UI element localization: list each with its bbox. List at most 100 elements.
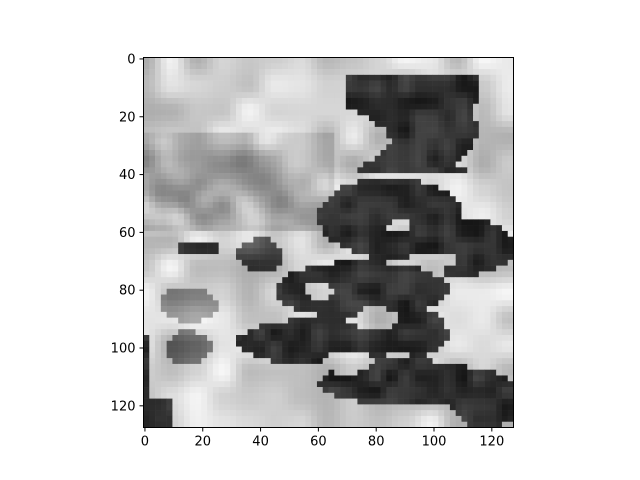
heatmap-cell — [288, 352, 295, 359]
heatmap-cell — [236, 80, 243, 87]
heatmap-cell — [490, 294, 497, 301]
heatmap-cell — [473, 121, 480, 128]
heatmap-cell — [380, 161, 387, 168]
heatmap-cell — [421, 404, 428, 411]
heatmap-cell — [421, 121, 428, 128]
heatmap-cell — [288, 306, 295, 313]
heatmap-cell — [386, 57, 393, 64]
heatmap-cell — [490, 92, 497, 99]
heatmap-cell — [351, 196, 358, 203]
heatmap-cell — [490, 121, 497, 128]
heatmap-cell — [334, 404, 341, 411]
heatmap-cell — [270, 271, 277, 278]
heatmap-cell — [207, 150, 214, 157]
heatmap-cell — [253, 300, 260, 307]
heatmap-cell — [380, 115, 387, 122]
heatmap-cell — [397, 335, 404, 342]
heatmap-cell — [305, 178, 312, 185]
heatmap-cell — [334, 230, 341, 238]
heatmap-cell — [374, 410, 381, 417]
heatmap-cell — [293, 254, 300, 261]
heatmap-cell — [241, 404, 248, 411]
heatmap-cell — [432, 392, 439, 399]
heatmap-cell — [276, 109, 283, 116]
heatmap-cell — [334, 265, 341, 272]
heatmap-cell — [478, 132, 485, 139]
heatmap-cell — [299, 126, 306, 133]
heatmap-cell — [183, 392, 191, 399]
heatmap-cell — [282, 277, 289, 284]
heatmap-cell — [432, 300, 439, 307]
heatmap-cell — [264, 265, 271, 272]
heatmap-cell — [409, 300, 416, 307]
heatmap-cell — [160, 115, 167, 122]
heatmap-cell — [178, 150, 185, 157]
heatmap-cell — [322, 358, 329, 365]
heatmap-cell — [507, 69, 514, 76]
heatmap-cell — [155, 369, 162, 376]
heatmap-cell — [160, 358, 167, 365]
heatmap-cell — [426, 57, 433, 64]
heatmap-cell — [461, 74, 468, 81]
heatmap-cell — [143, 121, 150, 128]
heatmap-cell — [230, 121, 237, 128]
heatmap-cell — [288, 282, 295, 290]
heatmap-cell — [490, 410, 497, 417]
heatmap-cell — [415, 311, 422, 318]
heatmap-cell — [183, 300, 191, 307]
heatmap-cell — [276, 161, 283, 168]
heatmap-cell — [438, 190, 445, 197]
heatmap-cell — [299, 184, 306, 191]
heatmap-cell — [392, 323, 399, 330]
heatmap-cell — [455, 248, 462, 255]
heatmap-cell — [160, 421, 167, 428]
heatmap-cell — [340, 184, 347, 191]
heatmap-cell — [392, 236, 399, 243]
heatmap-cell — [236, 178, 243, 185]
heatmap-cell — [501, 150, 509, 157]
heatmap-cell — [316, 219, 324, 226]
heatmap-cell — [345, 317, 352, 324]
heatmap-cell — [357, 109, 364, 116]
heatmap-cell — [259, 57, 266, 64]
heatmap-cell — [305, 109, 312, 116]
heatmap-cell — [270, 196, 277, 203]
heatmap-cell — [363, 138, 370, 145]
heatmap-cell — [403, 207, 410, 214]
heatmap-cell — [363, 173, 370, 180]
heatmap-cell — [212, 115, 219, 122]
heatmap-cell — [328, 219, 335, 226]
heatmap-cell — [230, 300, 237, 307]
heatmap-cell — [166, 219, 173, 226]
heatmap-cell — [392, 271, 399, 278]
heatmap-cell — [207, 202, 214, 209]
heatmap-cell — [374, 335, 381, 342]
heatmap-cell — [438, 317, 445, 324]
heatmap-cell — [172, 323, 179, 330]
heatmap-cell — [178, 346, 185, 353]
heatmap-cell — [496, 213, 503, 220]
heatmap-cell — [247, 173, 254, 180]
heatmap-cell — [426, 63, 433, 70]
heatmap-cell — [224, 109, 231, 116]
heatmap-cell — [368, 86, 376, 93]
heatmap-cell — [311, 387, 318, 394]
heatmap-cell — [218, 144, 225, 151]
heatmap-cell — [438, 329, 445, 336]
heatmap-cell — [212, 311, 219, 318]
heatmap-cell — [282, 254, 289, 261]
heatmap-cell — [444, 254, 451, 261]
heatmap-cell — [311, 410, 318, 417]
heatmap-cell — [259, 178, 266, 185]
heatmap-cell — [311, 230, 318, 238]
heatmap-cell — [149, 404, 156, 411]
heatmap-cell — [357, 74, 364, 81]
heatmap-cell — [282, 288, 289, 295]
heatmap-cell — [149, 230, 156, 238]
heatmap-cell — [409, 415, 416, 423]
heatmap-cell — [421, 103, 428, 110]
heatmap-cell — [207, 265, 214, 272]
heatmap-cell — [380, 271, 387, 278]
heatmap-cell — [363, 317, 370, 324]
heatmap-cell — [328, 363, 335, 370]
